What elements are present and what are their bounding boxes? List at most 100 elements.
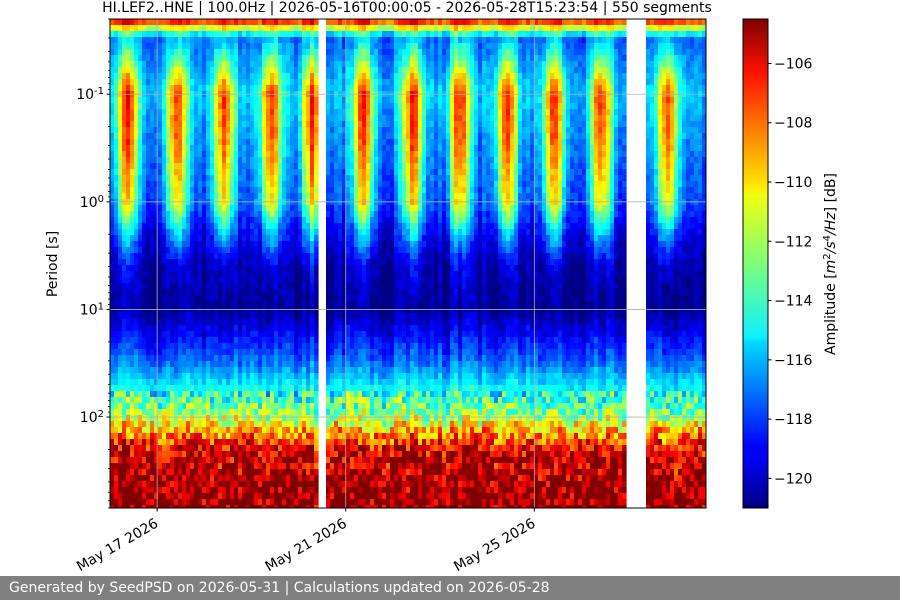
heatmap-cell: [330, 307, 335, 314]
heatmap-cell: [310, 433, 315, 440]
heatmap-cell: [110, 205, 115, 212]
heatmap-cell: [122, 253, 127, 260]
heatmap-cell: [310, 499, 315, 506]
heatmap-cell: [138, 19, 143, 26]
heatmap-cell: [178, 19, 183, 26]
heatmap-cell: [222, 247, 227, 254]
heatmap-cell: [254, 325, 259, 332]
heatmap-cell: [218, 355, 223, 362]
heatmap-cell: [342, 295, 347, 302]
heatmap-cell: [258, 313, 263, 320]
heatmap-cell: [262, 229, 267, 236]
heatmap-cell: [338, 391, 343, 398]
heatmap-cell: [118, 463, 123, 470]
heatmap-cell: [134, 247, 139, 254]
heatmap-cell: [226, 409, 231, 416]
heatmap-cell: [258, 109, 263, 116]
heatmap-cell: [330, 181, 335, 188]
heatmap-cell: [302, 391, 307, 398]
heatmap-cell: [130, 391, 135, 398]
heatmap-cell: [130, 151, 135, 158]
heatmap-cell: [110, 25, 115, 32]
heatmap-cell: [186, 49, 191, 56]
heatmap-cell: [206, 361, 211, 368]
heatmap-cell: [170, 283, 175, 290]
heatmap-cell: [150, 139, 155, 146]
heatmap-cell: [342, 367, 347, 374]
heatmap-cell: [202, 271, 207, 278]
heatmap-cell: [354, 265, 359, 272]
heatmap-cell: [262, 163, 267, 170]
heatmap-cell: [194, 37, 199, 44]
heatmap-cell: [214, 385, 219, 392]
heatmap-cell: [326, 43, 331, 50]
heatmap-cell: [242, 475, 247, 482]
heatmap-cell: [274, 325, 279, 332]
heatmap-cell: [162, 55, 167, 62]
heatmap-cell: [258, 277, 263, 284]
heatmap-cell: [214, 271, 219, 278]
heatmap-cell: [274, 499, 279, 506]
heatmap-cell: [222, 277, 227, 284]
heatmap-cell: [342, 319, 347, 326]
heatmap-cell: [154, 55, 159, 62]
heatmap-cell: [274, 151, 279, 158]
heatmap-cell: [314, 97, 319, 104]
heatmap-cell: [174, 235, 179, 242]
heatmap-cell: [222, 295, 227, 302]
heatmap-cell: [294, 175, 299, 182]
heatmap-cell: [314, 361, 319, 368]
heatmap-cell: [186, 295, 191, 302]
heatmap-cell: [314, 205, 319, 212]
heatmap-cell: [226, 133, 231, 140]
heatmap-cell: [266, 97, 271, 104]
heatmap-cell: [118, 379, 123, 386]
heatmap-cell: [334, 277, 339, 284]
heatmap-cell: [310, 61, 315, 68]
heatmap-cell: [302, 397, 307, 404]
heatmap-cell: [150, 223, 155, 230]
heatmap-cell: [270, 247, 275, 254]
heatmap-cell: [282, 505, 287, 508]
heatmap-cell: [334, 313, 339, 320]
heatmap-cell: [270, 349, 275, 356]
heatmap-cell: [342, 229, 347, 236]
heatmap-cell: [194, 451, 199, 458]
heatmap-cell: [214, 193, 219, 200]
heatmap-cell: [258, 367, 263, 374]
heatmap-cell: [238, 175, 243, 182]
heatmap-cell: [110, 103, 115, 110]
heatmap-cell: [270, 445, 275, 452]
heatmap-cell: [254, 175, 259, 182]
heatmap-cell: [214, 361, 219, 368]
heatmap-cell: [290, 115, 295, 122]
heatmap-cell: [218, 139, 223, 146]
heatmap-column: [298, 19, 303, 508]
heatmap-cell: [198, 73, 203, 80]
heatmap-cell: [326, 229, 331, 236]
heatmap-cell: [326, 19, 331, 26]
heatmap-cell: [346, 163, 351, 170]
heatmap-cell: [158, 319, 163, 326]
heatmap-cell: [282, 25, 287, 32]
heatmap-cell: [126, 301, 131, 308]
heatmap-cell: [198, 343, 203, 350]
heatmap-cell: [202, 133, 207, 140]
heatmap-cell: [314, 487, 319, 494]
heatmap-cell: [238, 115, 243, 122]
heatmap-cell: [314, 349, 319, 356]
heatmap-cell: [174, 199, 179, 206]
heatmap-cell: [326, 313, 331, 320]
heatmap-cell: [234, 223, 239, 230]
heatmap-cell: [170, 493, 175, 500]
heatmap-cell: [354, 169, 359, 176]
heatmap-cell: [270, 37, 275, 44]
heatmap-cell: [314, 307, 319, 314]
heatmap-cell: [334, 199, 339, 206]
heatmap-cell: [334, 451, 339, 458]
heatmap-cell: [206, 403, 211, 410]
heatmap-cell: [242, 115, 247, 122]
heatmap-cell: [302, 25, 307, 32]
heatmap-cell: [306, 175, 311, 182]
heatmap-cell: [122, 319, 127, 326]
